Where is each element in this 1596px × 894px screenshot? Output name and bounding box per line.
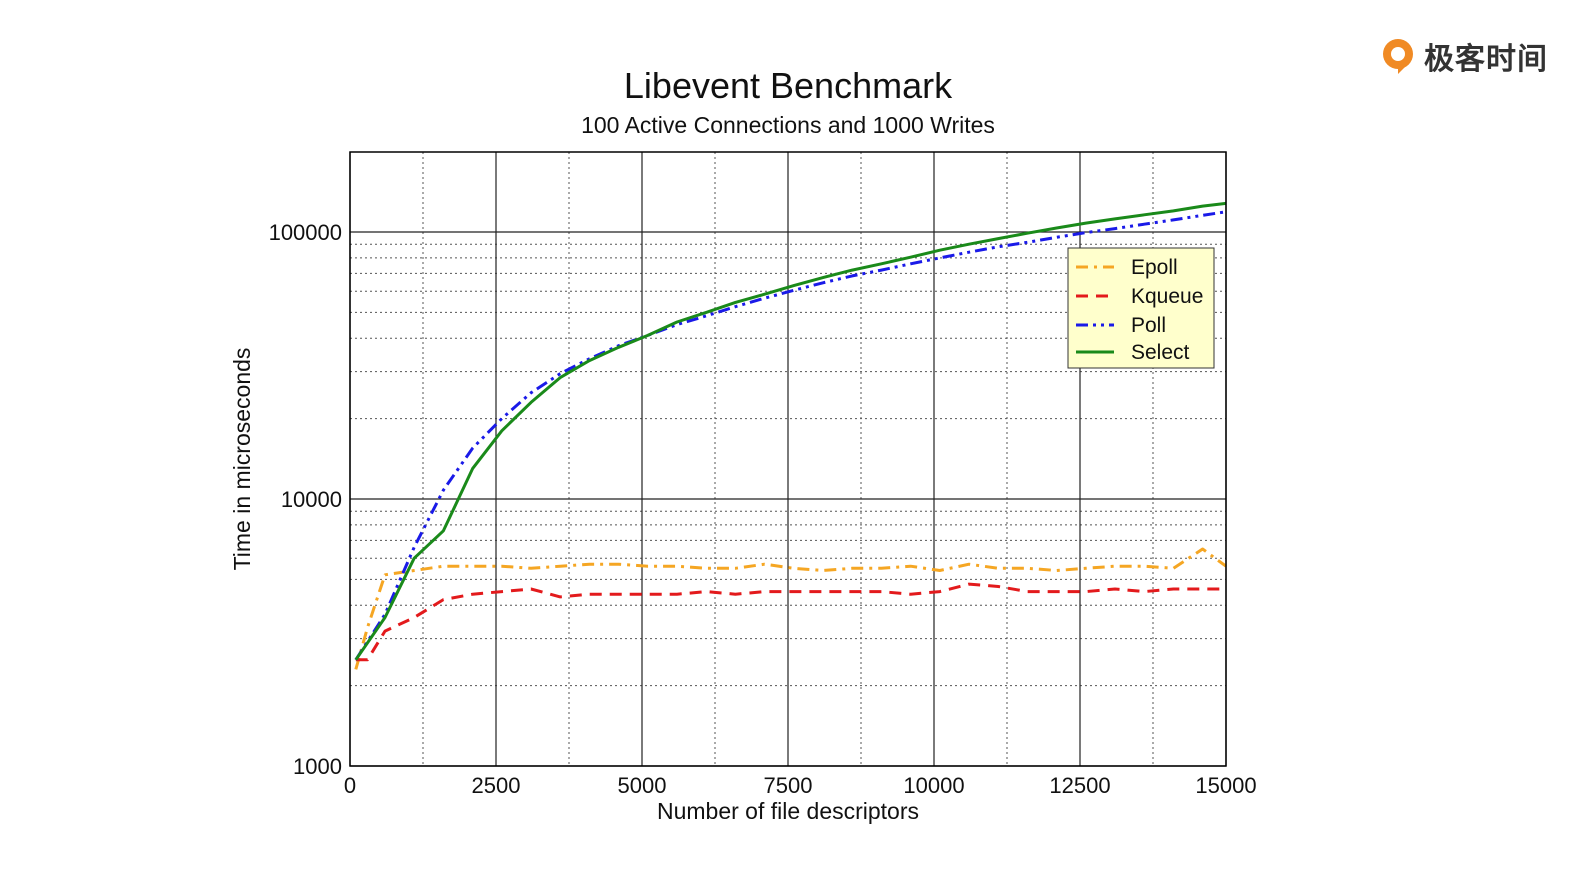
series-line-kqueue: [355, 582, 1226, 662]
x-tick-label: 15000: [1195, 773, 1256, 798]
grid: [349, 152, 1227, 767]
series-line-select: [354, 201, 1227, 661]
brand-name: 极客时间: [1424, 42, 1548, 77]
geektime-logo-icon: [1383, 39, 1413, 74]
chart-legend: Epoll Kqueue Poll Select: [1067, 247, 1215, 369]
y-tick-label: 100000: [269, 220, 342, 245]
series-line-epoll: [354, 547, 1227, 670]
y-axis-label: Time in microseconds: [229, 348, 255, 571]
legend-label-poll: Poll: [1131, 314, 1166, 337]
legend-label-kqueue: Kqueue: [1131, 285, 1203, 308]
y-tick-label: 10000: [281, 487, 342, 512]
y-tick-label: 1000: [293, 754, 342, 779]
tick-labels: 0 2500 5000 7500 10000 12500 15000 1000 10000 100…: [269, 220, 1257, 798]
brand-logo: 极客时间: [1378, 34, 1548, 78]
x-tick-label: 5000: [618, 773, 667, 798]
x-axis-label: Number of file descriptors: [657, 798, 919, 824]
x-tick-label: 12500: [1049, 773, 1110, 798]
x-tick-label: 7500: [764, 773, 813, 798]
legend-label-epoll: Epoll: [1131, 256, 1178, 279]
chart-subtitle: 100 Active Connections and 1000 Writes: [581, 112, 995, 138]
plot-frame: [349, 151, 1227, 767]
legend-label-select: Select: [1131, 341, 1190, 364]
x-tick-label: 10000: [903, 773, 964, 798]
x-tick-label: 2500: [472, 773, 521, 798]
legend-box: [1067, 247, 1215, 369]
x-tick-label: 0: [344, 773, 356, 798]
series-layer: [354, 201, 1227, 670]
chart-title: Libevent Benchmark: [624, 65, 953, 106]
